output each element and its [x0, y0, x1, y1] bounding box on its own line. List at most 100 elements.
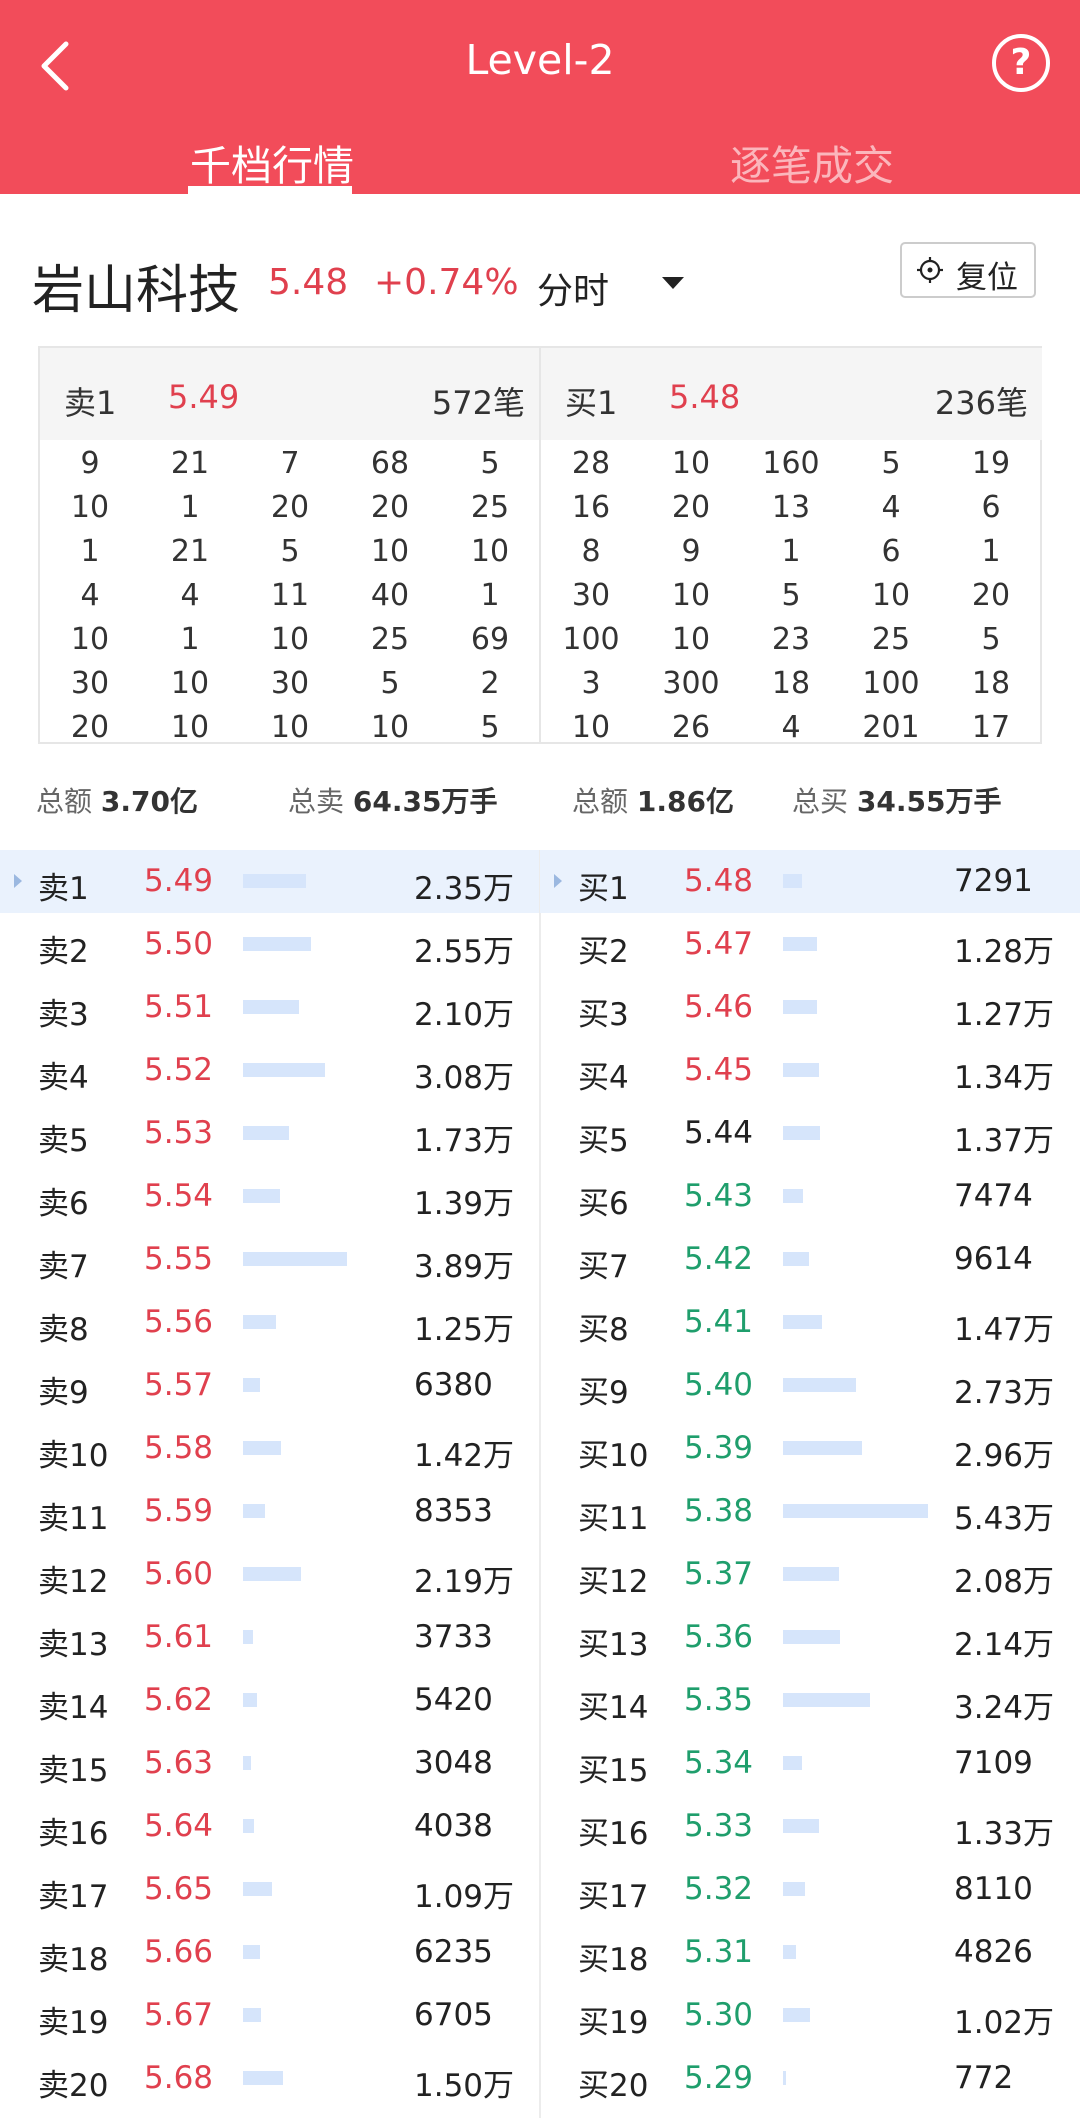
buy-level-volume: 1.47万	[954, 1312, 1055, 1348]
sell-level-row[interactable]: 卖8 5.56 1.25万	[0, 1291, 540, 1354]
sell-level-row[interactable]: 卖13 5.61 3733	[0, 1606, 540, 1669]
buy-level-price: 5.47	[684, 926, 754, 962]
sell-tick-value: 10	[370, 534, 410, 569]
buy-volume-bar	[783, 874, 802, 888]
back-arrow-icon[interactable]	[30, 38, 86, 94]
sell-level-volume: 1.25万	[414, 1312, 515, 1348]
buy-level-row[interactable]: 买18 5.31 4826	[540, 1921, 1080, 1984]
sell-level-row[interactable]: 卖20 5.68 1.50万	[0, 2047, 540, 2110]
buy-level-row[interactable]: 买14 5.35 3.24万	[540, 1669, 1080, 1732]
sell-level-price: 5.67	[144, 1997, 214, 2033]
sell-level-row[interactable]: 卖19 5.67 6705	[0, 1984, 540, 2047]
buy-level-row[interactable]: 买3 5.46 1.27万	[540, 976, 1080, 1039]
buy-level-label: 买12	[578, 1564, 649, 1600]
buy-level-label: 买20	[578, 2068, 649, 2104]
sell-tick-value: 10	[70, 622, 110, 657]
buy-level-price: 5.42	[684, 1241, 754, 1277]
tab-depth-quotes[interactable]: 千档行情	[190, 142, 354, 190]
buy-level-row[interactable]: 买20 5.29 772	[540, 2047, 1080, 2110]
buy-level-row[interactable]: 买2 5.47 1.28万	[540, 913, 1080, 976]
buy-level-label: 买15	[578, 1753, 649, 1789]
buy-level-price: 5.41	[684, 1304, 754, 1340]
help-icon[interactable]: ?	[992, 34, 1050, 92]
sell-volume-bar	[243, 1693, 257, 1707]
buy-level-row[interactable]: 买17 5.32 8110	[540, 1858, 1080, 1921]
sell-order-book: 卖1 5.49 2.35万 卖2 5.50 2.55万 卖3 5.51 2.10万 卖4 5.52 3…	[0, 850, 540, 2118]
buy-volume-bar	[783, 1126, 820, 1140]
sell-tick-value: 1	[180, 490, 200, 525]
buy-volume-bar	[783, 1945, 796, 1959]
sell-tick-value: 69	[470, 622, 510, 657]
sell-level-volume: 5420	[414, 1682, 493, 1718]
buy-tick-value: 5	[981, 622, 1001, 657]
buy-tick-value: 16	[571, 490, 611, 525]
buy-level-row[interactable]: 买5 5.44 1.37万	[540, 1102, 1080, 1165]
sell-level-label: 卖6	[38, 1186, 89, 1222]
buy-level-row[interactable]: 买15 5.34 7109	[540, 1732, 1080, 1795]
buy-level-label: 买11	[578, 1501, 649, 1537]
buy-level-row[interactable]: 买10 5.39 2.96万	[540, 1417, 1080, 1480]
sell-level-row[interactable]: 卖16 5.64 4038	[0, 1795, 540, 1858]
sell-tick-value: 10	[470, 534, 510, 569]
buy-level-row[interactable]: 买9 5.40 2.73万	[540, 1354, 1080, 1417]
sell-tick-value: 25	[470, 490, 510, 525]
sell-level-label: 卖2	[38, 934, 89, 970]
sell-level-row[interactable]: 卖3 5.51 2.10万	[0, 976, 540, 1039]
sell-tick-value: 10	[370, 710, 410, 745]
sell-level-row[interactable]: 卖15 5.63 3048	[0, 1732, 540, 1795]
sell-tick-value: 21	[170, 446, 210, 481]
order-book-divider	[539, 850, 541, 2118]
sell-level-row[interactable]: 卖11 5.59 8353	[0, 1480, 540, 1543]
buy-level-row[interactable]: 买11 5.38 5.43万	[540, 1480, 1080, 1543]
sell-level-row[interactable]: 卖17 5.65 1.09万	[0, 1858, 540, 1921]
buy-level-label: 买13	[578, 1627, 649, 1663]
buy-level-label: 买3	[578, 997, 629, 1033]
buy-tick-value: 4	[781, 710, 801, 745]
sell-level-row[interactable]: 卖4 5.52 3.08万	[0, 1039, 540, 1102]
buy-level-price: 5.32	[684, 1871, 754, 1907]
sell-level-row[interactable]: 卖1 5.49 2.35万	[0, 850, 540, 913]
buy-level-price: 5.35	[684, 1682, 754, 1718]
buy-tick-value: 20	[671, 490, 711, 525]
buy-tick-value: 8	[581, 534, 601, 569]
buy-level-row[interactable]: 买12 5.37 2.08万	[540, 1543, 1080, 1606]
buy-tick-value: 23	[771, 622, 811, 657]
buy-level-row[interactable]: 买7 5.42 9614	[540, 1228, 1080, 1291]
buy-tick-value: 26	[671, 710, 711, 745]
sell-level-price: 5.52	[144, 1052, 214, 1088]
buy-level-row[interactable]: 买13 5.36 2.14万	[540, 1606, 1080, 1669]
tab-tick-trades[interactable]: 逐笔成交	[730, 142, 894, 190]
sell-level-row[interactable]: 卖14 5.62 5420	[0, 1669, 540, 1732]
sell-volume-bar	[243, 874, 306, 888]
sell-level-price: 5.57	[144, 1367, 214, 1403]
sell-level-volume: 1.42万	[414, 1438, 515, 1474]
sell-level-row[interactable]: 卖5 5.53 1.73万	[0, 1102, 540, 1165]
sell-level-price: 5.51	[144, 989, 214, 1025]
sell-volume-bar	[243, 1567, 301, 1581]
sell-level-row[interactable]: 卖2 5.50 2.55万	[0, 913, 540, 976]
buy-level-row[interactable]: 买4 5.45 1.34万	[540, 1039, 1080, 1102]
reset-button[interactable]: 复位	[900, 242, 1036, 298]
buy-level-row[interactable]: 买1 5.48 7291	[540, 850, 1080, 913]
buy-level-row[interactable]: 买6 5.43 7474	[540, 1165, 1080, 1228]
period-selector[interactable]: 分时	[537, 271, 610, 312]
buy-tick-value: 300	[662, 666, 720, 701]
buy-level-row[interactable]: 买19 5.30 1.02万	[540, 1984, 1080, 2047]
buy-level-label: 买7	[578, 1249, 629, 1285]
caret-down-icon[interactable]	[662, 277, 684, 289]
buy-volume-bar	[783, 1693, 870, 1707]
buy-level-row[interactable]: 买16 5.33 1.33万	[540, 1795, 1080, 1858]
sell-level-row[interactable]: 卖6 5.54 1.39万	[0, 1165, 540, 1228]
sell-tick-row: 10 1 20 20 25	[40, 486, 539, 530]
sell-level-label: 卖15	[38, 1753, 109, 1789]
sell-level-row[interactable]: 卖7 5.55 3.89万	[0, 1228, 540, 1291]
buy-level-row[interactable]: 买8 5.41 1.47万	[540, 1291, 1080, 1354]
sell-level-row[interactable]: 卖10 5.58 1.42万	[0, 1417, 540, 1480]
buy-tick-row: 8 9 1 6 1	[541, 530, 1042, 574]
sell-level-row[interactable]: 卖12 5.60 2.19万	[0, 1543, 540, 1606]
buy-level-price: 5.31	[684, 1934, 754, 1970]
sell-level-row[interactable]: 卖18 5.66 6235	[0, 1921, 540, 1984]
buy-volume-bar	[783, 2008, 810, 2022]
sell-level-row[interactable]: 卖9 5.57 6380	[0, 1354, 540, 1417]
sell-ticks: 卖1 5.49 572笔 9 21 7 68 5 10 1 20 20 25 1 21 5 10 10 4 4 1…	[40, 348, 541, 745]
